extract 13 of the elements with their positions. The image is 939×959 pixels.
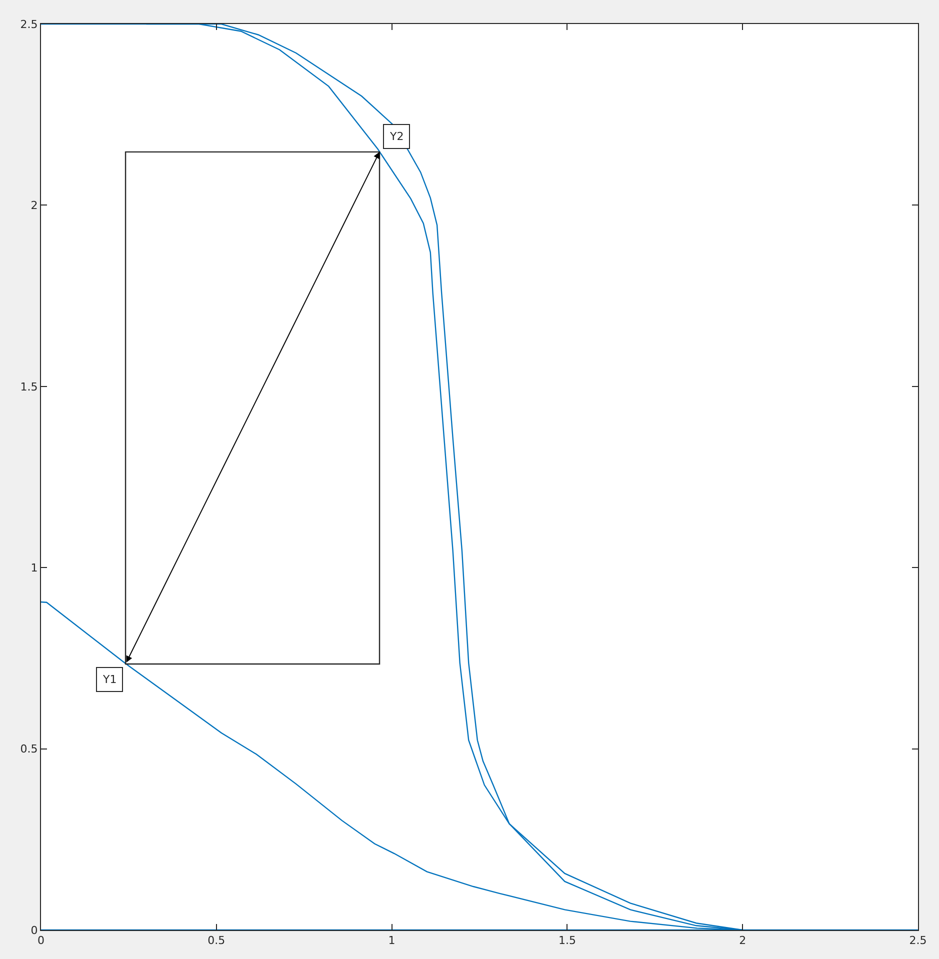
y-tick-label: 1 <box>30 561 38 574</box>
x-tick-label: 0.5 <box>208 934 226 948</box>
y-tick-label: 2.5 <box>20 18 38 31</box>
x-tick-label: 2 <box>739 934 746 948</box>
y-tick-label: 1.5 <box>20 380 38 394</box>
x-tick-label: 1 <box>388 934 396 948</box>
annotation: Y1 <box>102 673 117 686</box>
annotation: Y2 <box>389 130 404 143</box>
y-tick-label: 0 <box>30 924 38 937</box>
x-tick-label: 1.5 <box>558 934 576 948</box>
y-tick-label: 0.5 <box>20 742 38 756</box>
y-tick-label: 2 <box>30 199 38 212</box>
x-tick-label: 2.5 <box>909 934 927 948</box>
